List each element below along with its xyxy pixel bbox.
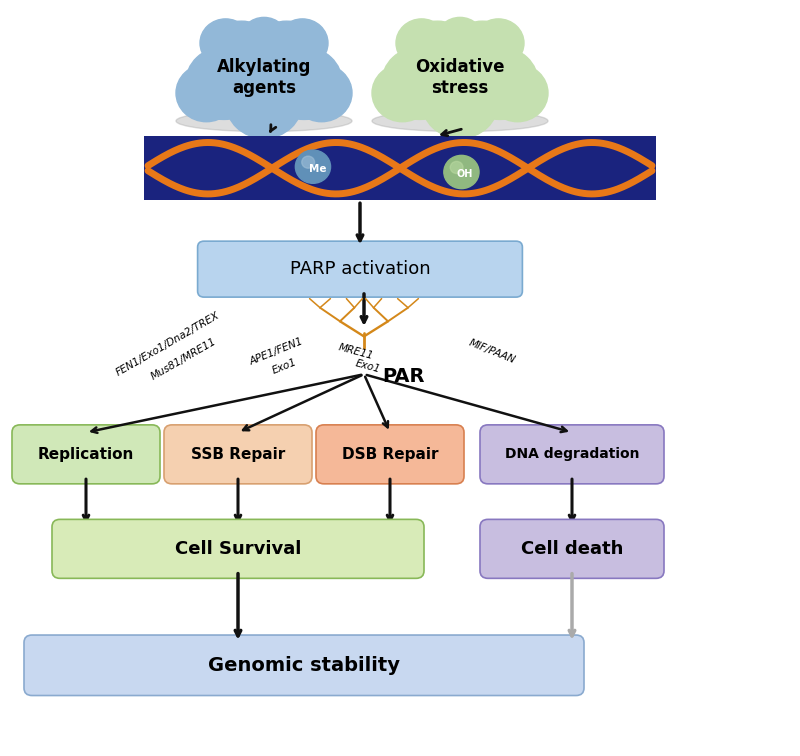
FancyBboxPatch shape — [12, 425, 160, 484]
Circle shape — [240, 17, 288, 63]
Circle shape — [295, 150, 330, 183]
Circle shape — [487, 64, 548, 122]
Text: Cell Survival: Cell Survival — [175, 540, 301, 558]
Text: OH: OH — [457, 169, 473, 178]
Circle shape — [277, 19, 328, 67]
Circle shape — [436, 17, 484, 63]
Circle shape — [446, 21, 518, 89]
FancyBboxPatch shape — [144, 136, 656, 200]
Text: PAR: PAR — [382, 367, 425, 386]
Text: Mus81/MRE11: Mus81/MRE11 — [150, 336, 218, 382]
Text: Me: Me — [309, 164, 326, 174]
Text: APE1/FEN1: APE1/FEN1 — [248, 336, 304, 367]
Text: SSB Repair: SSB Repair — [191, 447, 285, 462]
Text: PARP activation: PARP activation — [290, 260, 430, 278]
FancyBboxPatch shape — [164, 425, 312, 484]
Circle shape — [444, 156, 479, 188]
FancyBboxPatch shape — [480, 425, 664, 484]
Text: Cell death: Cell death — [521, 540, 623, 558]
Circle shape — [206, 21, 278, 89]
Circle shape — [226, 66, 302, 138]
FancyBboxPatch shape — [316, 425, 464, 484]
Circle shape — [266, 47, 342, 119]
Circle shape — [372, 64, 433, 122]
Text: Exo1: Exo1 — [270, 358, 298, 376]
Circle shape — [291, 64, 352, 122]
Circle shape — [250, 21, 322, 89]
Text: DNA degradation: DNA degradation — [505, 448, 639, 461]
Text: MRE11: MRE11 — [338, 342, 374, 361]
Text: Oxidative
stress: Oxidative stress — [415, 58, 505, 98]
Text: Alkylating
agents: Alkylating agents — [217, 58, 311, 98]
Text: DSB Repair: DSB Repair — [342, 447, 438, 462]
Circle shape — [410, 29, 510, 122]
Circle shape — [462, 47, 538, 119]
FancyBboxPatch shape — [24, 635, 584, 696]
Circle shape — [473, 19, 524, 67]
Text: Genomic stability: Genomic stability — [208, 655, 400, 675]
Circle shape — [302, 156, 314, 169]
Circle shape — [176, 64, 237, 122]
FancyBboxPatch shape — [480, 519, 664, 578]
Circle shape — [200, 19, 251, 67]
Ellipse shape — [372, 110, 548, 132]
Circle shape — [186, 47, 262, 119]
Circle shape — [382, 47, 458, 119]
Ellipse shape — [176, 110, 352, 132]
Text: Replication: Replication — [38, 447, 134, 462]
Circle shape — [422, 66, 498, 138]
Circle shape — [450, 162, 463, 174]
Circle shape — [402, 21, 474, 89]
Circle shape — [214, 29, 314, 122]
Text: Exo1: Exo1 — [354, 358, 382, 375]
FancyBboxPatch shape — [52, 519, 424, 578]
Text: MIF/PAAN: MIF/PAAN — [467, 338, 517, 365]
Circle shape — [396, 19, 447, 67]
Text: FEN1/Exo1/Dna2/TREX: FEN1/Exo1/Dna2/TREX — [114, 310, 222, 378]
FancyBboxPatch shape — [198, 241, 522, 297]
